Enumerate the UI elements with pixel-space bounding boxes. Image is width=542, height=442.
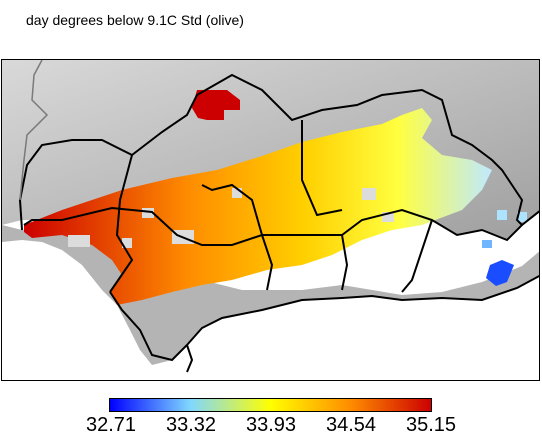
data-raster-north [192, 90, 240, 120]
colorbar-tick-0: 32.71 [85, 414, 137, 436]
region-boundaries [18, 73, 539, 373]
data-raster-east-pixel-b [497, 210, 507, 220]
data-raster-east-pixel-a [482, 240, 492, 248]
portugal-border [19, 60, 49, 201]
map-title: day degrees below 9.1C Std (olive) [26, 12, 244, 28]
data-raster-east-pixel-c [517, 212, 527, 222]
map-frame [1, 59, 540, 381]
data-raster-east-blue [486, 260, 514, 286]
colorbar-tick-2: 33.93 [245, 414, 297, 436]
colorbar-tick-3: 34.54 [325, 414, 377, 436]
colorbar [109, 398, 432, 412]
colorbar-tick-4: 35.15 [405, 414, 457, 436]
data-raster-main [24, 108, 492, 305]
colorbar-tick-1: 33.32 [165, 414, 217, 436]
